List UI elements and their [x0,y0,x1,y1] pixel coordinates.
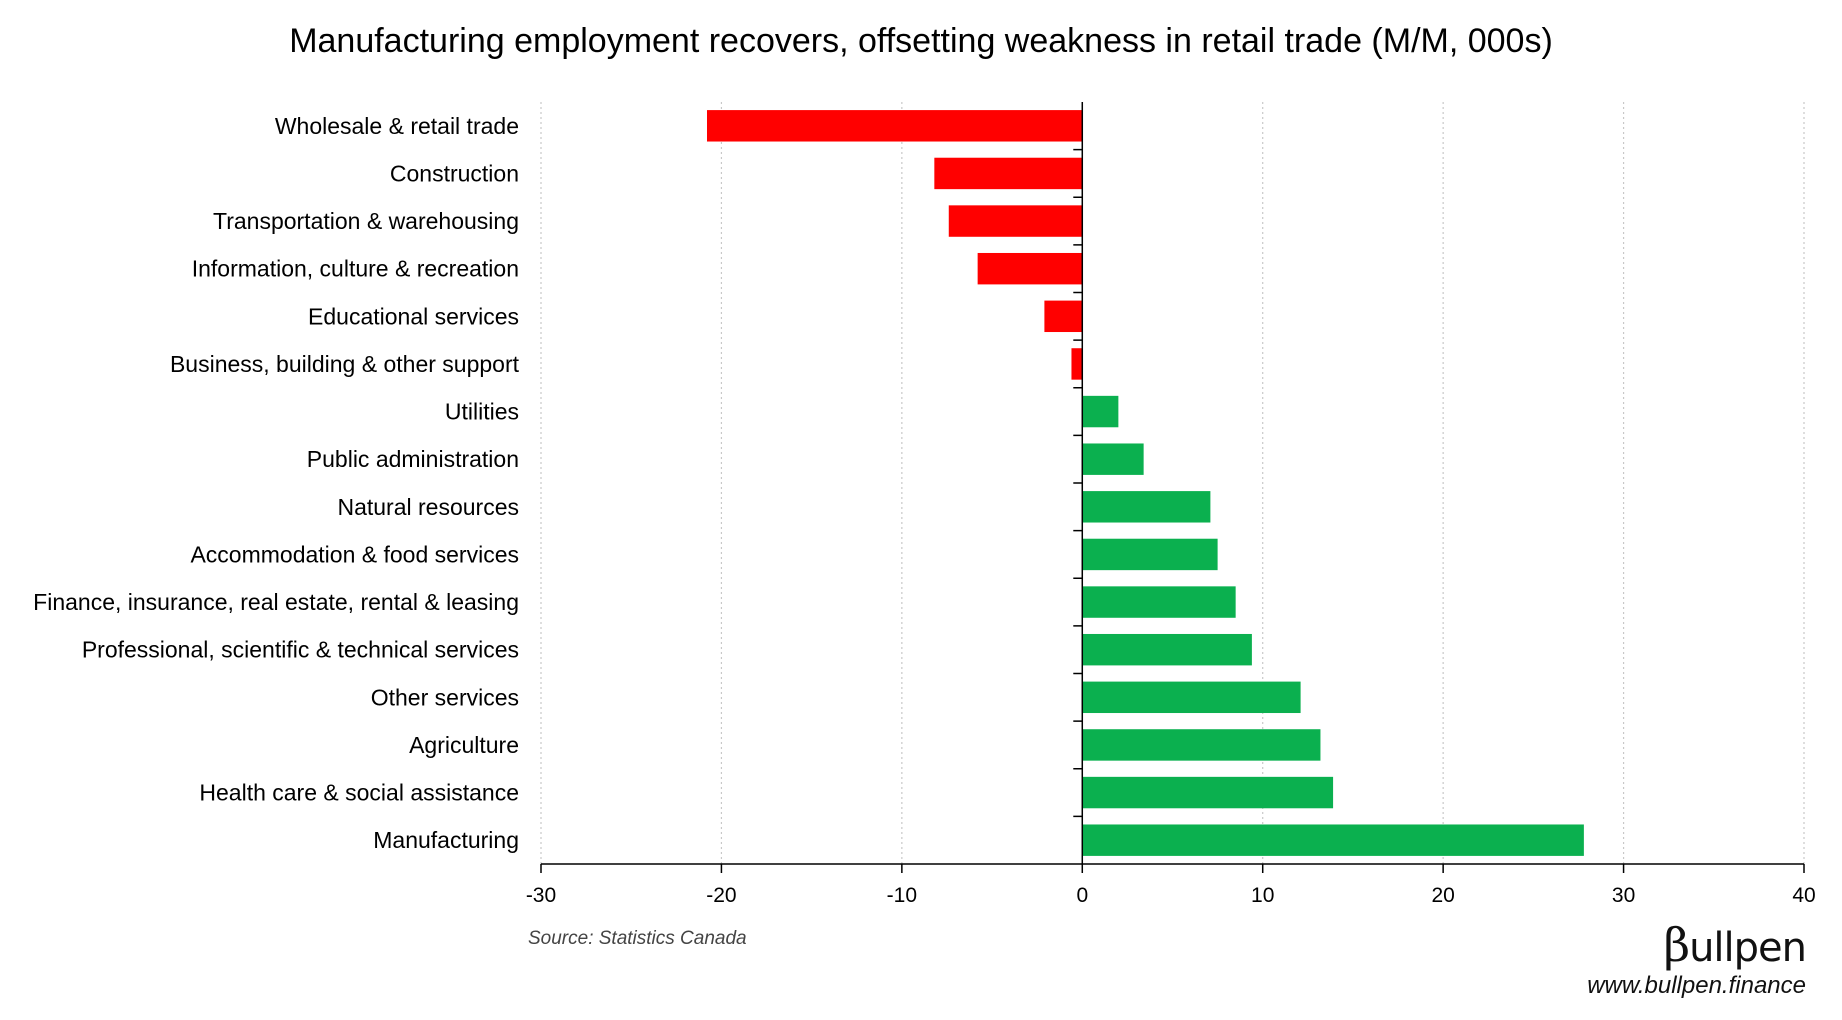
bar [1082,538,1218,571]
website-url: www.bullpen.finance [1587,972,1806,999]
category-label: Accommodation & food services [190,541,519,567]
category-label: Public administration [307,446,519,472]
category-label: Health care & social assistance [199,780,519,806]
category-label: Construction [390,160,519,186]
bar [948,205,1083,237]
x-tick-label: 40 [1792,884,1815,907]
logo-beta: β [1663,918,1690,972]
bar [1044,300,1083,333]
bar [934,157,1083,190]
category-label: Agriculture [409,732,519,758]
bar [1082,633,1252,666]
category-label: Educational services [308,303,519,329]
bar [1082,443,1144,475]
category-label: Other services [371,684,519,710]
bar [977,252,1083,285]
gridlines [540,102,1805,864]
bar [1071,348,1083,380]
x-tick-label: -10 [887,884,917,907]
category-label: Information, culture & recreation [192,256,519,282]
category-label: Wholesale & retail trade [275,113,519,139]
category-label: Manufacturing [373,827,519,853]
x-tick-label: -20 [706,884,736,907]
bar [1082,395,1119,428]
axes [540,102,1805,873]
bar [1082,824,1584,856]
x-tick-label: -30 [526,884,556,907]
x-tick-label: 30 [1612,884,1635,907]
source-note: Source: Statistics Canada [528,928,747,949]
category-labels: Wholesale & retail trade Construction Tran… [33,113,519,853]
bar [1082,681,1301,714]
bullpen-logo: βullpen [1663,918,1807,972]
x-tick-label: 20 [1431,884,1454,907]
bar [1082,586,1236,618]
bar [706,110,1083,142]
x-tick-label: 10 [1251,884,1274,907]
category-label: Transportation & warehousing [213,208,519,234]
chart-title: Manufacturing employment recovers, offse… [289,22,1553,60]
bars [706,110,1584,856]
category-label: Utilities [445,399,519,425]
x-tick-label: 0 [1076,884,1088,907]
logo-text: ullpen [1689,925,1807,971]
bar [1082,729,1321,761]
category-label: Professional, scientific & technical ser… [82,637,519,663]
category-label: Finance, insurance, real estate, rental … [33,589,519,615]
category-label: Natural resources [337,494,519,520]
bar [1082,776,1334,809]
category-label: Business, building & other support [170,351,520,377]
bar [1082,491,1211,523]
tick-labels: -30 -20 -10 0 10 20 30 40 [526,884,1816,907]
